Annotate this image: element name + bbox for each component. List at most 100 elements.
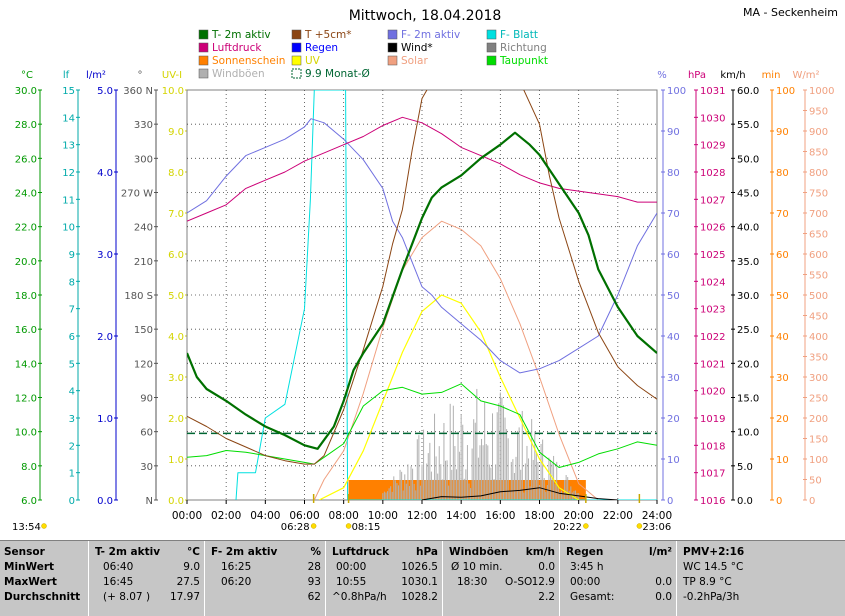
axis-tick-label: 14.0 bbox=[15, 359, 37, 370]
axis-tick-label: 850 bbox=[809, 148, 828, 159]
axis-tick-label: 180 S bbox=[124, 291, 153, 302]
axis-tick-label: 60 bbox=[667, 250, 680, 261]
statistics-table: Sensor MinWert MaxWert Durchschnitt T- 2… bbox=[0, 540, 845, 616]
axis-tick-label: 15.0 bbox=[737, 394, 759, 405]
stats-cell: 10:55 bbox=[336, 576, 367, 588]
axis-tick-label: 1026 bbox=[700, 223, 725, 234]
axis-tick-label: 950 bbox=[809, 107, 828, 118]
stats-col-wind: Windböen km/h Ø 10 min. 0.0 18:30 O-SO 12.9 … bbox=[443, 541, 560, 616]
legend-item: F- Blatt bbox=[486, 29, 538, 41]
stats-cell: Gesamt: bbox=[570, 591, 615, 603]
axis-tick-label: 1000 bbox=[809, 86, 834, 97]
axis-tick-label: 0 bbox=[667, 496, 673, 507]
stats-cell: TP 8.9 °C bbox=[683, 576, 732, 588]
legend-swatch bbox=[486, 55, 497, 66]
legend-swatch bbox=[291, 68, 302, 79]
legend-swatch bbox=[291, 42, 302, 53]
axes: °C6.08.010.012.014.016.018.020.022.024.0… bbox=[15, 70, 835, 507]
axis-unit: ° bbox=[138, 70, 143, 81]
axis-tick-label: 50 bbox=[809, 476, 822, 487]
legend-label: 9.9 Monat-Ø bbox=[305, 68, 370, 80]
legend-label: Solar bbox=[401, 55, 428, 67]
axis-tick-label: 20 bbox=[667, 414, 680, 425]
axis-tick-label: 16.0 bbox=[15, 325, 37, 336]
axis-tick-label: 1024 bbox=[700, 277, 725, 288]
axis-tick-label: 5 bbox=[69, 359, 75, 370]
legend-label: F- 2m aktiv bbox=[401, 29, 460, 41]
legend-item: UV bbox=[291, 55, 321, 67]
axis-tick-label: 1023 bbox=[700, 305, 725, 316]
legend-label: Regen bbox=[305, 42, 338, 54]
axis-tick-label: 330 bbox=[134, 120, 153, 131]
stats-unit: °C bbox=[187, 546, 200, 558]
axis-tick-label: 100 bbox=[776, 86, 795, 97]
axis-unit: hPa bbox=[688, 70, 706, 81]
axis-: ° N 30 60 90 120 150 180 S 210 240 270 W 300 330 360 … bbox=[121, 70, 158, 507]
axis-tick-label: 120 bbox=[134, 359, 153, 370]
axis-tick-label: 100 bbox=[809, 455, 828, 466]
axis-tick-label: 6.0 bbox=[168, 250, 184, 261]
stats-cell: 1026.5 bbox=[401, 561, 438, 573]
axis-tick-label: 4.0 bbox=[97, 168, 113, 179]
stats-cell: 16:25 bbox=[221, 561, 252, 573]
axis-tick-label: 1.0 bbox=[97, 414, 113, 425]
axis-tick-label: 26.0 bbox=[15, 154, 37, 165]
stats-header-luft: Luftdruck bbox=[332, 546, 390, 558]
axis-tick-label: 700 bbox=[809, 209, 828, 220]
end-marker-sun-icon bbox=[636, 523, 643, 529]
axis-tick-label: 20.0 bbox=[15, 257, 37, 268]
weather-chart: Mittwoch, 18.04.2018 MA - Seckenheim T- … bbox=[12, 6, 838, 533]
axis-tick-label: 70 bbox=[667, 209, 680, 220]
axis-tick-label: 500 bbox=[809, 291, 828, 302]
axis-tick-label: 80 bbox=[667, 168, 680, 179]
axis-tick-label: 10 bbox=[776, 455, 789, 466]
axis-tick-label: 600 bbox=[809, 250, 828, 261]
sunrise-marker-sun-icon bbox=[310, 523, 317, 529]
x-tick-label: 00:00 bbox=[172, 510, 202, 522]
stats-header-t2m: T- 2m aktiv bbox=[95, 546, 161, 558]
series-t-5cm bbox=[187, 90, 657, 465]
axis-tick-label: N bbox=[146, 496, 153, 507]
stats-col-rain: Regen l/m² 3:45 h 00:00 0.0 Gesamt: 0.0 bbox=[560, 541, 677, 616]
legend-swatch bbox=[387, 42, 398, 53]
axis-tick-label: 1027 bbox=[700, 195, 725, 206]
legend-item: Solar bbox=[387, 55, 428, 67]
axis-tick-label: 11 bbox=[62, 195, 75, 206]
stats-cell: (+ 8.07 ) bbox=[103, 591, 151, 603]
axis-tick-label: 10 bbox=[667, 455, 680, 466]
axis-tick-label: 9.0 bbox=[168, 127, 184, 138]
axis-hpa: hPa 1016 1017 1018 1019 1020 1021 1022 1023 1024 1… bbox=[688, 70, 725, 507]
axis-tick-label: 360 N bbox=[123, 86, 153, 97]
legend-swatch bbox=[198, 42, 209, 53]
legend-label: UV bbox=[305, 55, 321, 67]
legend-label: Wind* bbox=[401, 42, 433, 54]
stats-header-wind: Windböen bbox=[449, 546, 509, 558]
series-f-2m-aktiv bbox=[187, 118, 657, 374]
axis-tick-label: 2.0 bbox=[168, 414, 184, 425]
x-tick-label: 06:00 bbox=[289, 510, 319, 522]
legend-label: T +5cm* bbox=[304, 29, 351, 41]
axis-tick-label: 2 bbox=[69, 441, 75, 452]
legend-label: T- 2m aktiv bbox=[211, 29, 271, 41]
legend-item: F- 2m aktiv bbox=[387, 29, 460, 41]
time-markers: 06:28 08:15 20:22 23:06 13:54 bbox=[12, 494, 671, 533]
axis-tick-label: 30.0 bbox=[15, 86, 37, 97]
axis-tick-label: 550 bbox=[809, 271, 828, 282]
axis-lm: l/m² 0.0 1.0 2.0 3.0 4.0 5.0 bbox=[86, 70, 118, 507]
axis-tick-label: 8.0 bbox=[168, 168, 184, 179]
axis-tick-label: 800 bbox=[809, 168, 828, 179]
series-solar bbox=[313, 220, 599, 500]
x-axis: 00:00 02:00 04:00 06:00 08:00 10:00 12:00 14:00… bbox=[172, 500, 672, 522]
legend-swatch bbox=[291, 29, 302, 40]
axis-tick-label: 35.0 bbox=[737, 257, 759, 268]
axis-tick-label: 1031 bbox=[700, 86, 725, 97]
stats-cell: 18:30 bbox=[457, 576, 488, 588]
x-tick-label: 16:00 bbox=[485, 510, 515, 522]
station-name: MA - Seckenheim bbox=[743, 6, 838, 19]
axis-tick-label: 25.0 bbox=[737, 325, 759, 336]
stats-header-regen: Regen bbox=[566, 546, 604, 558]
axis-tick-label: 1019 bbox=[700, 414, 725, 425]
axis-tick-label: 1028 bbox=[700, 168, 725, 179]
x-tick-label: 04:00 bbox=[250, 510, 280, 522]
